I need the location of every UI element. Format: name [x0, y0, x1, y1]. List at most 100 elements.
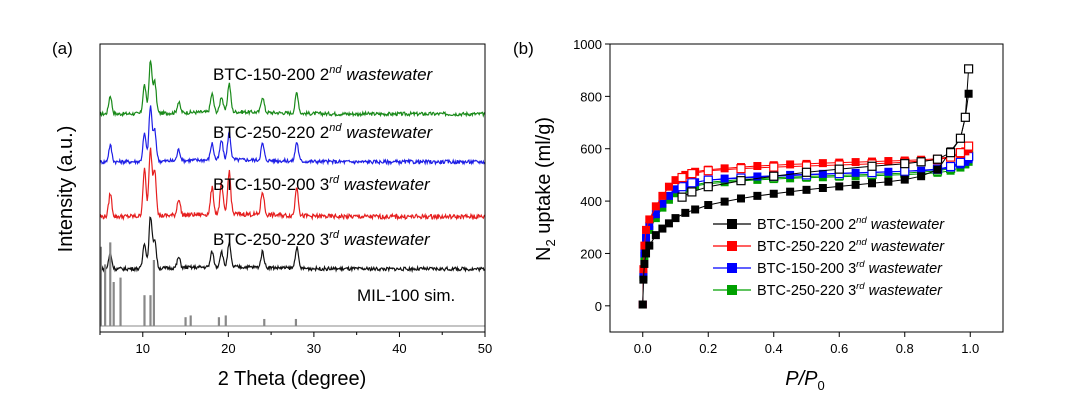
legend-marker — [727, 219, 737, 229]
adsorption-point — [720, 197, 729, 206]
adsorption-point — [642, 233, 651, 242]
adsorption-point — [642, 249, 651, 258]
xrd-series-suffix: wastewater — [339, 175, 431, 194]
legend-series-name: BTC-150-200 2 — [757, 217, 856, 233]
adsorption-point — [786, 187, 795, 196]
xrd-series-label: BTC-250-220 2nd wastewater — [213, 122, 434, 142]
legend-series-name: BTC-250-220 3 — [757, 283, 856, 299]
panel-a-label: (a) — [52, 39, 73, 58]
desorption-point — [703, 166, 713, 176]
legend-series-suffix: wastewater — [867, 239, 946, 255]
legend-series-sup: rd — [856, 281, 865, 292]
legend-marker — [727, 241, 737, 251]
desorption-point — [916, 157, 926, 167]
y-tick-label: 800 — [580, 89, 602, 104]
y-tick-label: 1000 — [573, 37, 602, 52]
adsorption-point — [640, 259, 649, 268]
xrd-series-sup: nd — [329, 64, 342, 76]
adsorption-point — [753, 162, 762, 171]
adsorption-point — [917, 166, 926, 175]
desorption-point — [900, 166, 910, 176]
desorption-point — [960, 112, 970, 122]
panel-b-y-axis-label-rest: uptake (ml/g) — [533, 117, 555, 239]
adsorption-point — [900, 175, 909, 184]
xrd-curve — [99, 59, 486, 118]
adsorption-point — [681, 208, 690, 217]
panel-b-label: (b) — [513, 39, 534, 58]
x-tick-label: 0.2 — [699, 341, 717, 356]
adsorption-point — [851, 180, 860, 189]
adsorption-point — [786, 170, 795, 179]
legend-series-suffix: wastewater — [865, 283, 944, 299]
x-tick-label: 30 — [307, 341, 321, 356]
desorption-point — [834, 164, 844, 174]
panel-a-xrd: (a) BTC-150-200 2nd wastewaterBTC-250-22… — [52, 39, 492, 390]
adsorption-point — [884, 157, 893, 166]
adsorption-point — [753, 172, 762, 181]
legend-label: BTC-150-200 2nd wastewater — [757, 215, 945, 233]
desorption-point — [736, 176, 746, 186]
desorption-point — [736, 164, 746, 174]
xrd-series-sup: rd — [329, 229, 340, 241]
desorption-point — [955, 157, 966, 167]
xrd-series-name: MIL-100 sim. — [357, 286, 455, 305]
adsorption-point — [769, 189, 778, 198]
adsorption-point — [737, 194, 745, 203]
xrd-curve — [99, 147, 486, 221]
x-tick-label: 0.6 — [830, 341, 848, 356]
adsorption-point — [642, 225, 651, 234]
legend-series-suffix: wastewater — [867, 217, 946, 233]
adsorption-point — [851, 168, 860, 177]
adsorption-point — [640, 241, 649, 250]
legend-series-sup: nd — [856, 237, 867, 248]
xrd-series-suffix: wastewater — [341, 65, 433, 84]
adsorption-point — [639, 265, 648, 274]
desorption-point — [677, 192, 687, 202]
desorption-point — [945, 148, 956, 158]
panel-b-isotherm: (b) 0.0 0.2 0.4 0.6 0.8 1.002004006008001000 … — [513, 37, 1004, 393]
panel-a-x-axis-label: 2 Theta (degree) — [218, 368, 367, 390]
panel-b-axis-ticks: 0.0 0.2 0.4 0.6 0.8 1.0 0 200 400 600 800 1000 — [573, 37, 979, 356]
xrd-series-sup: nd — [329, 122, 342, 134]
legend-series-name: BTC-250-220 2 — [757, 239, 856, 255]
xrd-series-label: BTC-250-220 3rd wastewater — [213, 229, 431, 249]
adsorption-point — [851, 158, 860, 167]
xrd-series-label: BTC-150-200 2nd wastewater — [213, 64, 434, 84]
xrd-series-label: MIL-100 sim. — [357, 286, 455, 305]
adsorption-point — [818, 184, 827, 192]
adsorption-point — [933, 165, 942, 174]
panel-b-markers — [638, 64, 974, 309]
xrd-series-name: BTC-150-200 2 — [213, 65, 329, 84]
adsorption-point — [658, 199, 667, 208]
panel-a-y-axis-label: Intensity (a.u.) — [55, 126, 77, 253]
panel-b-x-axis-label-main: P/P — [785, 368, 818, 390]
adsorption-point — [651, 210, 660, 219]
desorption-point — [687, 187, 697, 197]
adsorption-point — [720, 164, 729, 173]
legend-series-name: BTC-150-200 3 — [757, 261, 856, 277]
adsorption-point — [691, 205, 700, 214]
panel-a-plot-frame — [99, 43, 486, 333]
desorption-point — [801, 167, 812, 177]
adsorption-point — [786, 160, 795, 169]
adsorption-point — [704, 201, 713, 210]
adsorption-point — [964, 89, 973, 98]
legend-series-sup: nd — [856, 215, 867, 226]
adsorption-point — [753, 191, 762, 200]
adsorption-point — [658, 191, 667, 200]
adsorption-point — [868, 179, 876, 188]
adsorption-point — [720, 174, 729, 183]
xrd-series-name: BTC-150-200 3 — [213, 175, 329, 194]
xrd-series-suffix: wastewater — [341, 123, 433, 142]
y-tick-label: 600 — [580, 142, 602, 157]
x-tick-label: 0.0 — [634, 341, 652, 356]
xrd-curve — [99, 105, 486, 167]
y-tick-label: 400 — [580, 194, 602, 209]
adsorption-point — [638, 300, 647, 309]
adsorption-point — [917, 172, 926, 181]
desorption-point — [677, 182, 687, 192]
adsorption-point — [671, 176, 680, 185]
